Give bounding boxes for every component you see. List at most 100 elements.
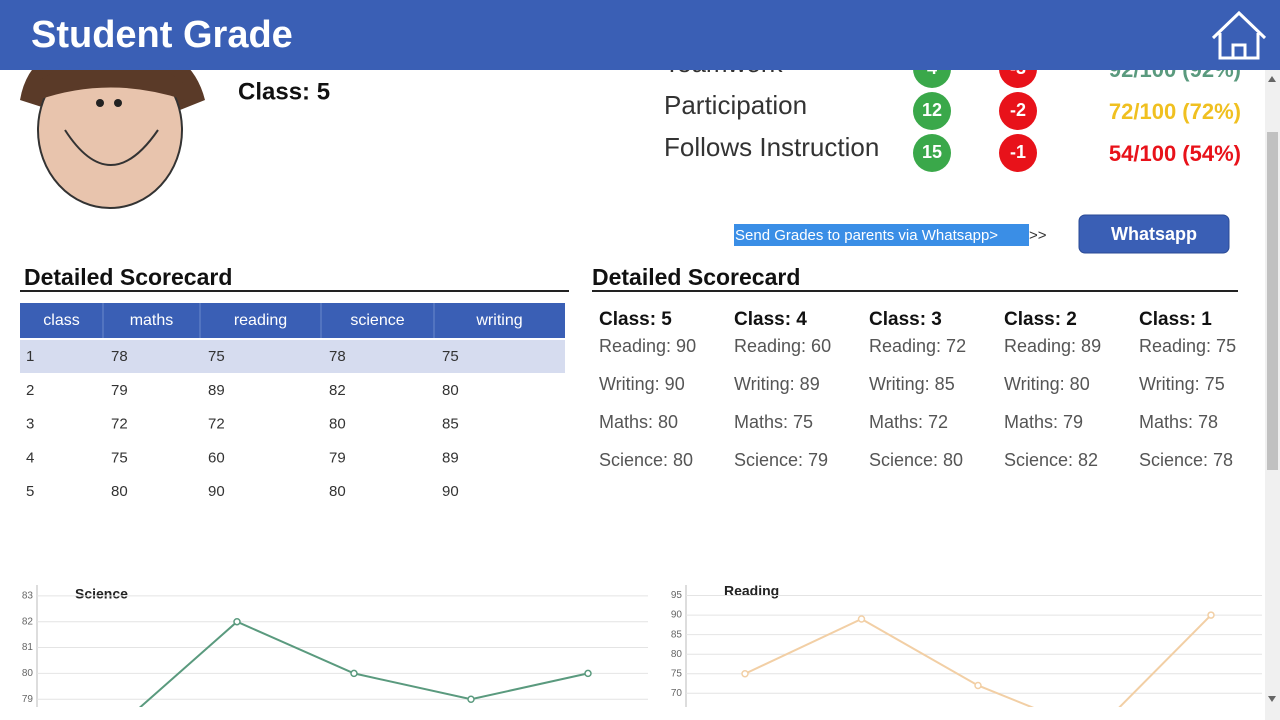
table-cell: 60 xyxy=(208,449,225,466)
behavior-score: 72/100 (72%) xyxy=(1109,99,1241,124)
subject-score: Reading: 89 xyxy=(1004,336,1101,356)
scorecard-title: Detailed Scorecard xyxy=(592,264,800,290)
subject-score: Science: 78 xyxy=(1139,450,1233,470)
subject-score: Writing: 75 xyxy=(1139,374,1225,394)
table-header: class xyxy=(43,312,79,329)
button-bg[interactable] xyxy=(1078,214,1230,254)
table-cell: 80 xyxy=(111,483,128,500)
header: Student Grade xyxy=(0,0,1280,70)
point xyxy=(974,681,982,690)
whatsapp-prompt: Send Grades to parents via Whatsapp> xyxy=(735,227,998,244)
subject-score: Writing: 85 xyxy=(869,374,955,394)
chart-title: Reading xyxy=(724,583,779,599)
behavior-score: 54/100 (54%) xyxy=(1109,141,1241,166)
charts: Science 79 80 81 82 83 Reading 70 75 80 85 90 95 xyxy=(22,583,1262,707)
negative-badge xyxy=(999,134,1037,172)
y-tick-label: 75 xyxy=(671,668,683,679)
subject-score: Science: 80 xyxy=(599,450,693,470)
positive-badge xyxy=(913,92,951,130)
table-cell: 72 xyxy=(111,416,128,433)
table-cell: 80 xyxy=(329,483,346,500)
selection-highlight xyxy=(734,224,1029,246)
positive-badge xyxy=(913,134,951,172)
home-icon[interactable] xyxy=(1211,10,1267,60)
y-tick-label: 95 xyxy=(671,590,683,601)
table-cell: 5 xyxy=(26,483,34,500)
button-label[interactable]: Whatsapp xyxy=(1111,224,1197,244)
class-heading: Class: 4 xyxy=(734,309,807,330)
class-heading: Class: 5 xyxy=(599,309,672,330)
table-cell: 79 xyxy=(111,382,128,399)
table-title: Detailed Scorecard xyxy=(24,264,232,290)
subject-score: Maths: 80 xyxy=(599,412,678,432)
table-header: reading xyxy=(234,312,287,329)
class-label: Class: 5 xyxy=(238,78,330,105)
point xyxy=(350,669,358,678)
table-cell: 75 xyxy=(111,449,128,466)
table-cell: 89 xyxy=(208,382,225,399)
subject-score: Maths: 72 xyxy=(869,412,948,432)
subject-score: Reading: 60 xyxy=(734,336,831,356)
negative-count: -2 xyxy=(1010,100,1026,120)
y-tick-label: 82 xyxy=(22,616,34,627)
point xyxy=(1207,611,1215,619)
table-cell: 79 xyxy=(329,449,346,466)
content: Class: 5 Teamwork4-392/100 (92%)Particip… xyxy=(20,40,1262,707)
point xyxy=(467,695,475,703)
point xyxy=(233,617,241,626)
header-title: Student Grade xyxy=(31,14,293,56)
subject-score: Reading: 90 xyxy=(599,336,696,356)
positive-count: 12 xyxy=(922,100,942,120)
table-cell: 89 xyxy=(442,449,459,466)
class-heading: Class: 1 xyxy=(1139,309,1212,330)
table-cell: 80 xyxy=(442,382,459,399)
positive-count: 15 xyxy=(922,142,942,162)
negative-count: -1 xyxy=(1010,142,1026,162)
subject-score: Science: 82 xyxy=(1004,450,1098,470)
whatsapp-button[interactable]: Whatsapp xyxy=(1078,214,1230,254)
behavior-label: Follows Instruction xyxy=(664,132,879,162)
subject-score: Writing: 89 xyxy=(734,374,820,394)
subject-score: Science: 80 xyxy=(869,450,963,470)
subject-score: Maths: 78 xyxy=(1139,412,1218,432)
table-cell: 1 xyxy=(26,348,34,365)
subject-score: Writing: 90 xyxy=(599,374,685,394)
table-header-bg xyxy=(20,303,565,338)
line xyxy=(744,614,1212,707)
table-cell: 72 xyxy=(208,416,225,433)
subject-score: Reading: 75 xyxy=(1139,336,1236,356)
table-cell: 90 xyxy=(442,483,459,500)
table-cell: 90 xyxy=(208,483,225,500)
table: class maths reading science writing 1 78 75 78 75… xyxy=(20,303,565,500)
behavior-label: Participation xyxy=(664,90,807,120)
subject-score: Maths: 79 xyxy=(1004,412,1083,432)
subject-score: Maths: 75 xyxy=(734,412,813,432)
table-cell: 78 xyxy=(329,348,346,365)
y-tick-label: 79 xyxy=(22,694,34,705)
table-cell: 80 xyxy=(329,416,346,433)
subject-score: Reading: 72 xyxy=(869,336,966,356)
table-cell: 82 xyxy=(329,382,346,399)
table-cell: 78 xyxy=(111,348,128,365)
scrollbar[interactable] xyxy=(1265,70,1280,720)
table-cell: 2 xyxy=(26,382,34,399)
table-header: writing xyxy=(475,312,522,329)
y-tick-label: 83 xyxy=(22,591,34,602)
negative-badge xyxy=(999,92,1037,130)
y-tick-label: 80 xyxy=(22,668,34,679)
table-header: maths xyxy=(130,312,174,329)
point xyxy=(741,670,749,678)
scorecard: Class: 5 Reading: 90 Writing: 90 Maths: 80 S… xyxy=(599,309,1236,470)
plot xyxy=(138,617,592,707)
y-tick-label: 85 xyxy=(671,629,683,640)
table-cell: 3 xyxy=(26,416,34,433)
plot xyxy=(741,611,1215,707)
class-heading: Class: 2 xyxy=(1004,309,1077,330)
subject-score: Writing: 80 xyxy=(1004,374,1090,394)
table-header: science xyxy=(350,312,404,329)
y-tick-label: 81 xyxy=(22,642,34,653)
point xyxy=(857,615,866,623)
whatsapp-prompt-tail: >> xyxy=(1029,227,1047,244)
table-cell: 75 xyxy=(442,348,459,365)
